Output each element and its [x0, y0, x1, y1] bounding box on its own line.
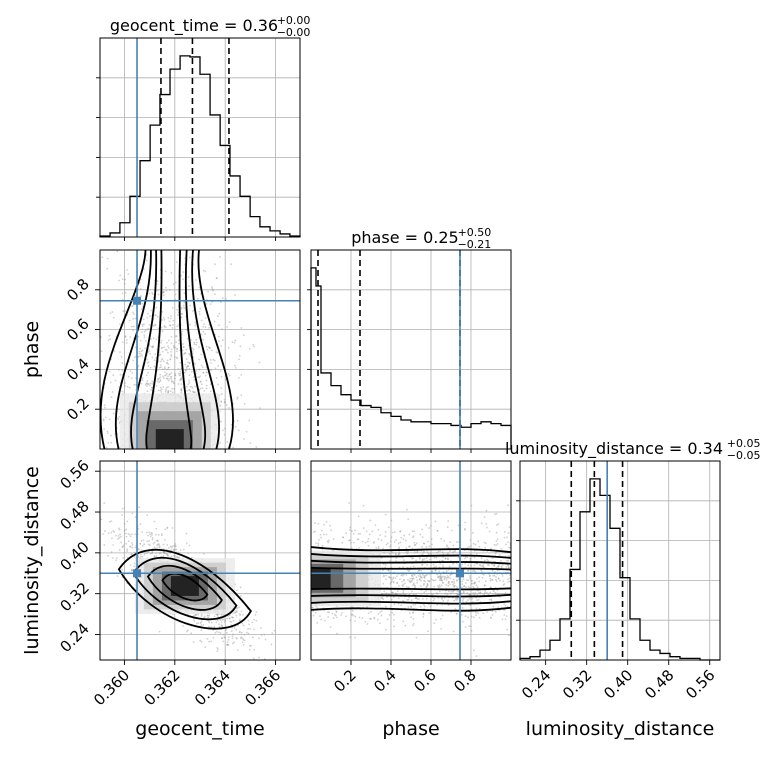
contour-level-0 — [100, 250, 234, 449]
axis-label-luminosity_distance: luminosity_distance — [526, 718, 715, 740]
tick-label-phase: 0.8 — [450, 666, 480, 696]
density-cell — [155, 429, 184, 449]
tick-label-luminosity_distance: 0.40 — [56, 538, 92, 574]
contour-level-3 — [145, 250, 193, 449]
axis-label-luminosity_distance: luminosity_distance — [21, 466, 43, 655]
truth-marker — [133, 296, 142, 305]
histogram-luminosity_distance — [519, 478, 720, 661]
tick-label-phase: 0.2 — [330, 666, 360, 696]
tick-label-geocent_time: 0.366 — [241, 666, 284, 709]
tick-label-luminosity_distance: 0.32 — [56, 579, 92, 615]
panel-frame — [99, 37, 301, 238]
histogram-phase — [310, 267, 512, 449]
title-upper-error: +0.00 — [277, 14, 311, 27]
panel-frame — [310, 460, 512, 661]
panel-frame — [519, 460, 721, 661]
title-phase: phase = 0.25+0.50−0.21 — [351, 226, 491, 251]
tick-label-phase: 0.2 — [63, 394, 93, 424]
title-luminosity_distance: luminosity_distance = 0.34 +0.05−0.05 — [505, 437, 760, 462]
panel-hist-geocent_time — [96, 37, 301, 238]
scatter-phase-luminosity_distance — [311, 502, 511, 658]
panel-frame — [310, 249, 512, 450]
contour-level-0 — [117, 548, 252, 630]
title-text: luminosity_distance = 0.34 — [505, 439, 723, 459]
tick-label-phase: 0.4 — [370, 666, 400, 696]
contour-level-0 — [311, 546, 511, 612]
tick-label-phase: 0.4 — [63, 355, 93, 385]
tick-label-luminosity_distance: 0.32 — [559, 666, 595, 702]
panel-hist2d-geocent_time-luminosity_distance — [99, 460, 301, 661]
tick-label-luminosity_distance: 0.56 — [56, 456, 92, 492]
title-upper-error: +0.50 — [458, 226, 492, 239]
truth-marker — [133, 569, 142, 578]
title-text: phase = 0.25 — [351, 228, 458, 247]
panel-hist2d-phase-luminosity_distance — [310, 460, 512, 661]
panel-hist2d-geocent_time-phase — [99, 249, 301, 450]
axis-label-phase: phase — [21, 321, 43, 378]
contour-level-2 — [130, 250, 207, 449]
tick-label-phase: 0.8 — [63, 275, 93, 305]
title-geocent_time: geocent_time = 0.36+0.00−0.00 — [110, 14, 311, 39]
tick-label-luminosity_distance: 0.24 — [518, 666, 554, 702]
tick-label-luminosity_distance: 0.24 — [56, 620, 92, 656]
tick-label-geocent_time: 0.360 — [90, 666, 133, 709]
tick-label-geocent_time: 0.362 — [141, 666, 184, 709]
density-cell — [170, 576, 199, 596]
tick-label-luminosity_distance: 0.48 — [641, 666, 677, 702]
scatter-geocent_time-luminosity_distance — [100, 502, 276, 660]
truth-marker — [456, 569, 464, 578]
tick-label-luminosity_distance: 0.56 — [682, 666, 718, 702]
title-lower-error: −0.21 — [458, 238, 492, 251]
panel-hist-luminosity_distance — [516, 460, 721, 661]
contour-level-2 — [146, 564, 223, 611]
tick-label-phase: 0.6 — [63, 315, 93, 345]
scatter-geocent_time-phase — [100, 250, 261, 449]
title-upper-error: +0.05 — [727, 437, 760, 450]
panel-frame — [99, 460, 301, 661]
tick-label-phase: 0.6 — [410, 666, 440, 696]
title-lower-error: −0.05 — [727, 449, 760, 462]
contour-level-1 — [311, 553, 511, 605]
contour-level-1 — [114, 250, 220, 449]
panel-frame — [99, 249, 301, 450]
axis-label-geocent_time: geocent_time — [135, 718, 264, 740]
tick-label-geocent_time: 0.364 — [191, 666, 234, 709]
histogram-geocent_time — [99, 55, 301, 237]
density-cell — [311, 568, 331, 589]
panel-hist-phase — [307, 249, 512, 450]
title-lower-error: −0.00 — [277, 26, 311, 39]
contour-level-2 — [311, 559, 511, 598]
contour-level-3 — [311, 566, 511, 591]
contour-level-1 — [132, 557, 238, 621]
tick-label-luminosity_distance: 0.48 — [56, 497, 92, 533]
tick-label-luminosity_distance: 0.40 — [600, 666, 636, 702]
axis-label-phase: phase — [382, 718, 439, 740]
title-text: geocent_time = 0.36 — [110, 16, 278, 36]
